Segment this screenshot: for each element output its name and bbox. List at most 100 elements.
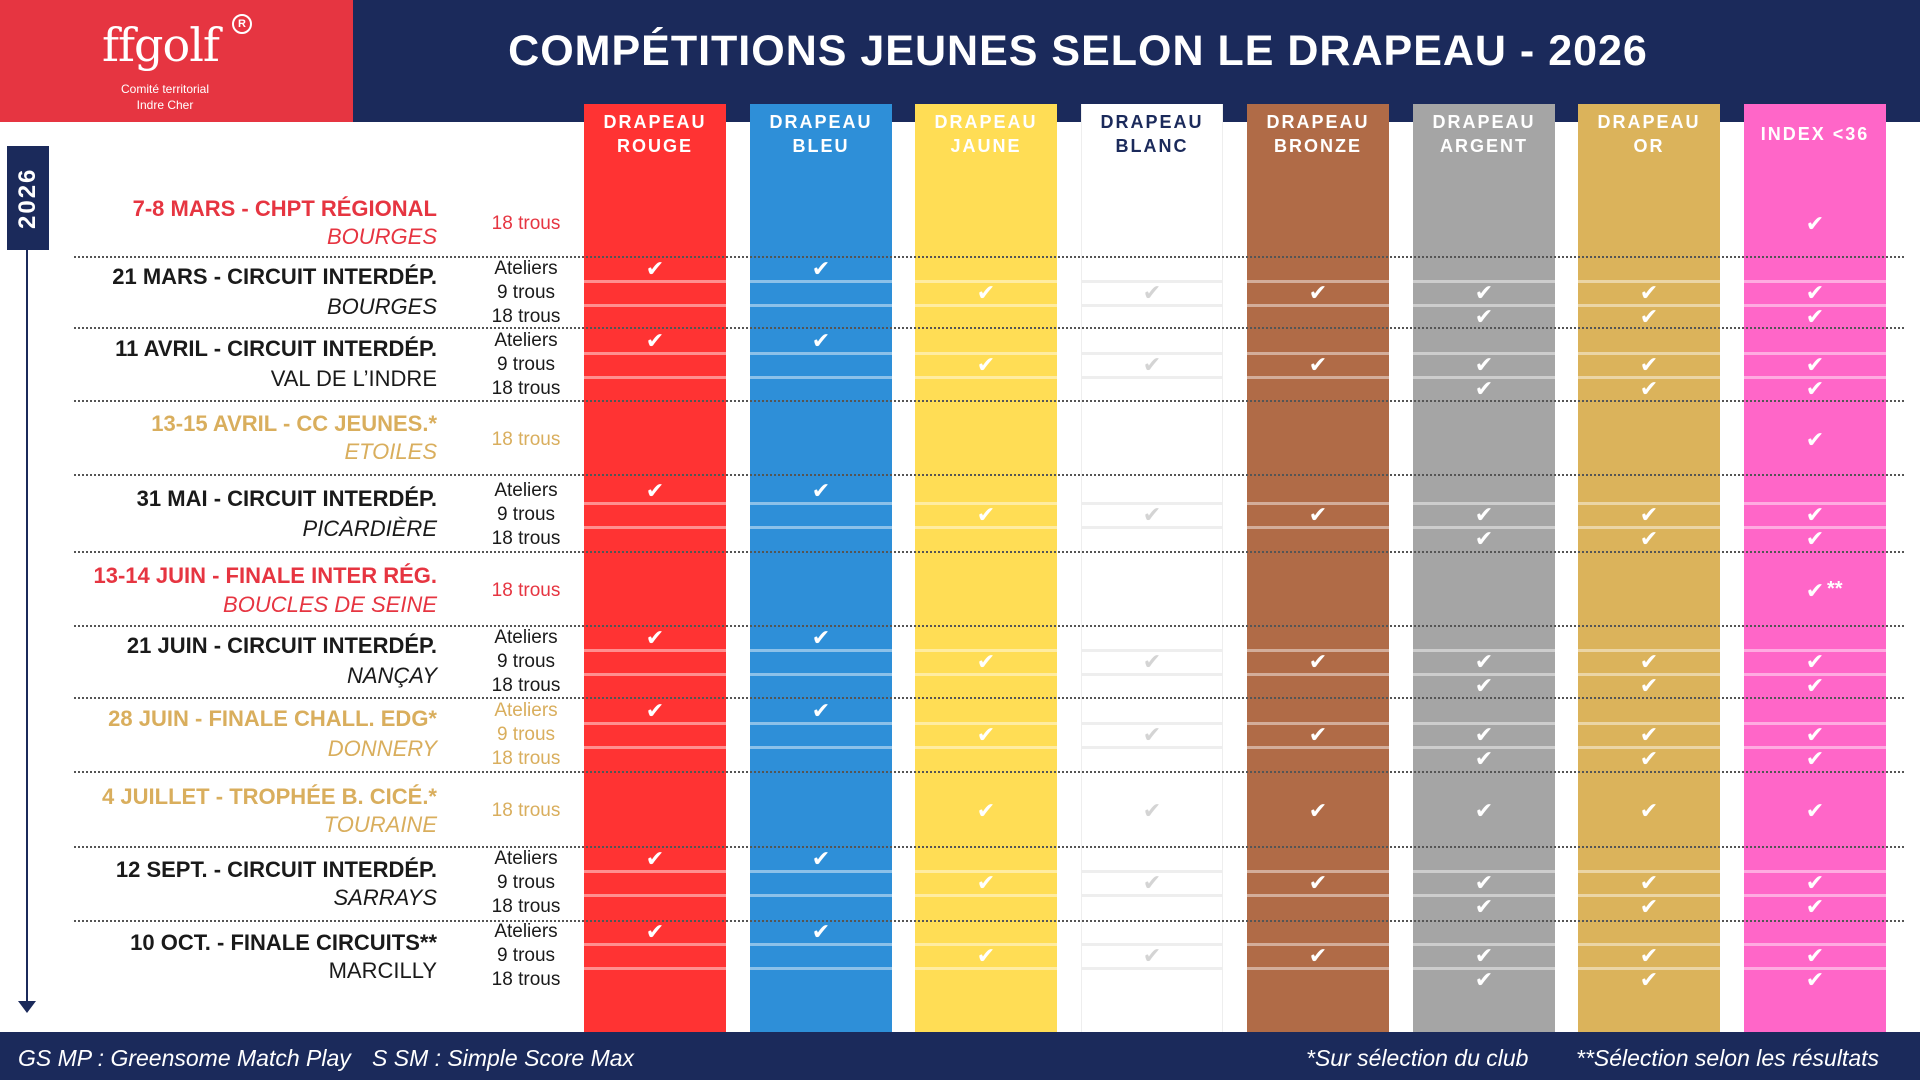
sub-row-divider [750,967,892,970]
check-icon: ✔ [1805,579,1825,604]
check-icon: ✔ [1639,968,1659,993]
check-icon: ✔ [976,650,996,675]
event-separator: - [276,411,297,436]
sub-row-divider [915,280,1057,283]
check-icon: ✔ [1805,944,1825,969]
event-location: PICARDIÈRE [302,516,437,541]
sub-row-divider [1081,352,1223,355]
logo-subtitle-2: Indre Cher [136,98,194,112]
check-icon: ✔ [1142,799,1162,824]
sub-row-divider [1578,967,1720,970]
check-icon: ✔ [1805,212,1825,237]
check-icon: ✔ [1308,281,1328,306]
sub-row-divider [1081,526,1223,529]
sub-row-divider [1247,304,1389,307]
check-icon: ✔ [1474,503,1494,528]
check-icon: ✔ [1805,503,1825,528]
footer-note-club: *Sur sélection du club [1306,1045,1529,1071]
check-icon: ✔ [976,723,996,748]
event-name: TROPHÉE B. CICÉ.* [229,784,437,809]
check-icon: ✔ [1805,281,1825,306]
sub-row-divider [584,352,726,355]
sub-row-divider [915,526,1057,529]
event-date: 13-14 JUIN [93,563,206,588]
event-title: 12 SEPT. - CIRCUIT INTERDÉP. [116,857,437,883]
sub-row-divider [1081,894,1223,897]
sub-row-divider [1578,943,1720,946]
event-name: CIRCUIT INTERDÉP. [227,486,437,511]
sub-row-divider [584,746,726,749]
sub-row-divider [1081,502,1223,505]
event-location: BOUCLES DE SEINE [223,592,437,617]
check-icon: ✔ [1639,871,1659,896]
check-icon: ✔ [1805,747,1825,772]
check-icon: ✔ [1142,871,1162,896]
round-format-label: 18 trous [491,748,561,769]
round-format-label: 9 trous [496,282,556,303]
event-separator: - [207,486,228,511]
sub-row-divider [1413,870,1555,873]
sub-row-divider [1744,352,1886,355]
column-header-line2: BRONZE [1274,136,1362,156]
event-location: BOURGES [326,224,437,249]
column-header-line1: DRAPEAU [1266,112,1370,132]
check-icon: ✔ [1142,503,1162,528]
sub-row-divider [1744,502,1886,505]
event-name: CIRCUIT INTERDÉP. [227,633,437,658]
column-header-index: INDEX <36 [1744,122,1886,146]
footer-note-results: **Sélection selon les résultats [1576,1045,1879,1071]
round-format-label: 9 trous [496,354,556,375]
sub-row-divider [750,943,892,946]
sub-row-divider [584,673,726,676]
round-format-label: 18 trous [491,306,561,327]
event-location: NANÇAY [346,663,437,688]
check-icon: ✔ [1639,723,1659,748]
sub-row-divider [750,526,892,529]
column-index: INDEX <36 [1744,104,1886,1034]
event-date: 13-15 AVRIL [151,411,277,436]
column-bleu: DRAPEAU BLEU [750,104,892,1034]
sub-row-divider [915,376,1057,379]
sub-row-divider [584,280,726,283]
event-name: CIRCUIT INTERDÉP. [227,264,437,289]
footer-note-ssm: S SM : Simple Score Max [372,1045,635,1071]
sub-row-divider [1081,967,1223,970]
check-icon: ✔ [645,626,665,651]
sub-row-divider [584,304,726,307]
round-format-label: Ateliers [494,480,558,501]
event-title: 13-15 AVRIL - CC JEUNES.* [151,411,437,437]
round-format-label: 9 trous [496,872,556,893]
column-header-line1: DRAPEAU [1597,112,1701,132]
column-header-jaune: DRAPEAU JAUNE [915,110,1057,158]
check-icon: ✔ [976,799,996,824]
event-title: 21 MARS - CIRCUIT INTERDÉP. [112,264,437,290]
check-icon: ✔ [1308,353,1328,378]
event-title: 11 AVRIL - CIRCUIT INTERDÉP. [115,336,437,362]
check-icon: ✔ [1474,968,1494,993]
sub-row-divider [1578,894,1720,897]
sub-row-divider [1744,673,1886,676]
sub-row-divider [750,673,892,676]
sub-row-divider [584,649,726,652]
sub-row-divider [1081,722,1223,725]
double-star-note: ** [1827,578,1843,600]
event-date: 12 SEPT. [115,857,208,882]
sub-row-divider [1413,304,1555,307]
sub-row-divider [1247,746,1389,749]
sub-row-divider [1247,943,1389,946]
check-icon: ✔ [1639,305,1659,330]
check-icon: ✔ [1474,723,1494,748]
sub-row-divider [1081,746,1223,749]
event-location: VAL DE L’INDRE [270,366,437,391]
event-name: CHPT RÉGIONAL [254,196,437,221]
sub-row-divider [1247,502,1389,505]
round-format-label: Ateliers [494,848,558,869]
sub-row-divider [1744,376,1886,379]
check-icon: ✔ [1474,305,1494,330]
event-divider [74,771,1904,773]
event-date: 21 MARS [112,264,208,289]
timeline-line [26,250,28,1005]
check-icon: ✔ [1805,895,1825,920]
sub-row-divider [1081,870,1223,873]
round-format-label: Ateliers [494,627,558,648]
